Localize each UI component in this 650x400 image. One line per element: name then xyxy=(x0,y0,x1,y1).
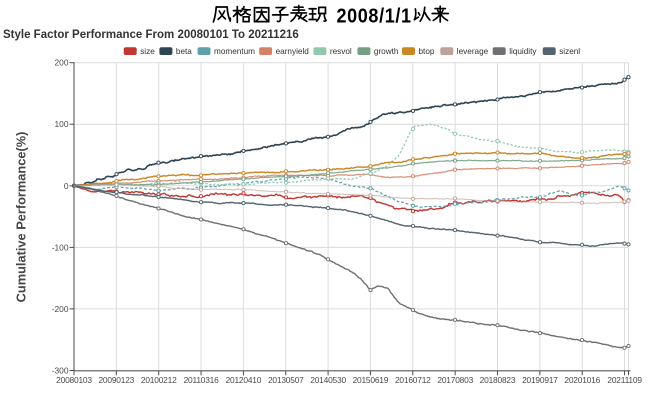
svg-text:20100212: 20100212 xyxy=(141,375,177,385)
svg-text:200: 200 xyxy=(55,58,69,68)
svg-text:20211109: 20211109 xyxy=(607,375,642,385)
svg-text:20120410: 20120410 xyxy=(226,375,262,385)
svg-text:-200: -200 xyxy=(52,304,69,314)
svg-text:momentum: momentum xyxy=(214,47,255,56)
svg-text:20080103: 20080103 xyxy=(56,375,92,385)
svg-text:Style Factor Performance From: Style Factor Performance From 20080101 T… xyxy=(3,29,299,41)
svg-text:100: 100 xyxy=(55,119,69,129)
svg-text:20090123: 20090123 xyxy=(98,375,134,385)
svg-text:20110316: 20110316 xyxy=(184,375,220,385)
svg-text:liquidity: liquidity xyxy=(509,47,537,56)
svg-text:20180823: 20180823 xyxy=(480,375,516,385)
svg-text:2008/1/1: 2008/1/1 xyxy=(337,6,412,28)
svg-text:20130507: 20130507 xyxy=(268,375,304,385)
svg-text:earnyield: earnyield xyxy=(276,47,310,56)
svg-text:-300: -300 xyxy=(52,366,69,376)
svg-text:growth: growth xyxy=(374,47,399,56)
svg-text:20140530: 20140530 xyxy=(310,375,346,385)
svg-text:beta: beta xyxy=(176,47,192,56)
svg-text:sizenl: sizenl xyxy=(559,47,580,56)
svg-text:resvol: resvol xyxy=(330,47,352,56)
svg-text:leverage: leverage xyxy=(457,47,489,56)
svg-text:20160712: 20160712 xyxy=(395,375,431,385)
svg-text:0: 0 xyxy=(64,181,69,191)
svg-text:20201016: 20201016 xyxy=(564,375,600,385)
svg-text:20170803: 20170803 xyxy=(437,375,473,385)
svg-text:Cumulative Performance(%): Cumulative Performance(%) xyxy=(13,132,28,303)
svg-text:btop: btop xyxy=(419,47,435,56)
svg-text:20190917: 20190917 xyxy=(522,375,558,385)
svg-text:20150619: 20150619 xyxy=(353,375,389,385)
svg-text:-100: -100 xyxy=(52,242,69,252)
svg-text:size: size xyxy=(140,47,155,56)
